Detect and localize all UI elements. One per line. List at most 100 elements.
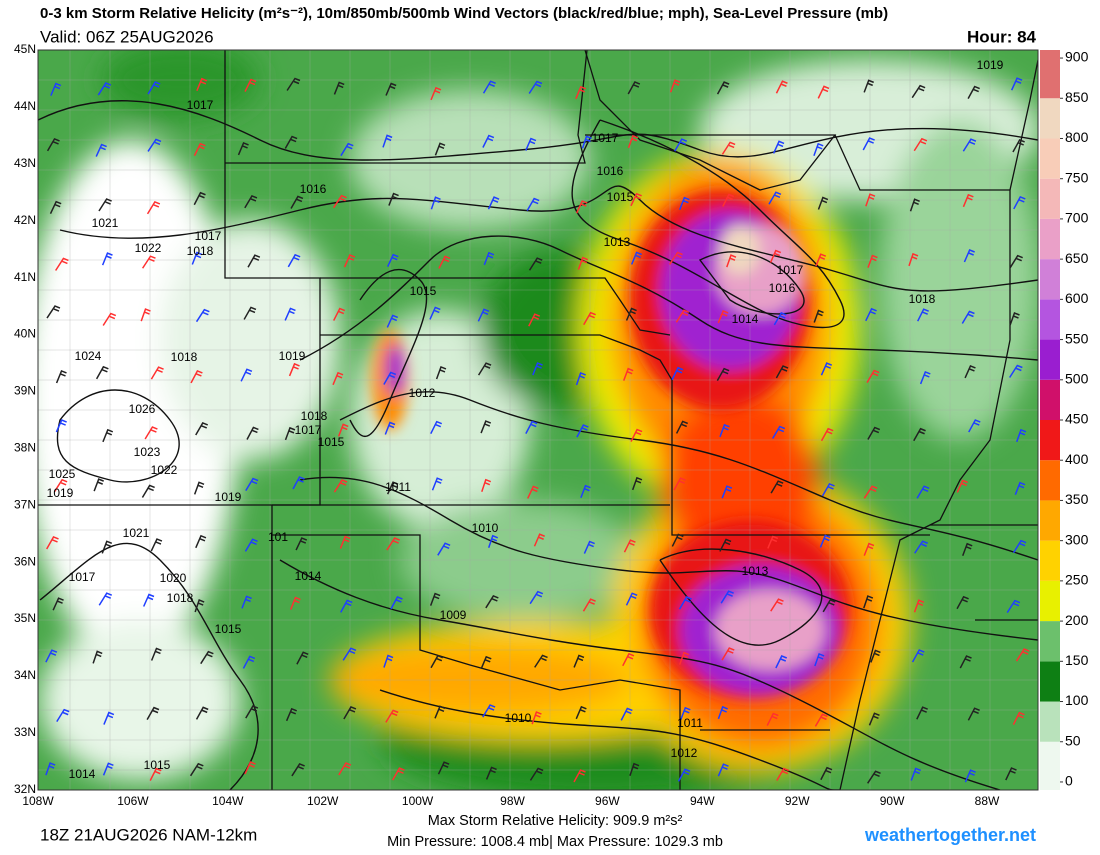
- wind-barb: [482, 704, 496, 718]
- wind-barb: [429, 592, 441, 606]
- wind-barb: [242, 655, 256, 669]
- isobar-label: 1017: [295, 423, 322, 437]
- wind-barb: [863, 542, 875, 556]
- wind-barb: [95, 365, 109, 380]
- isobar-label: 1015: [410, 284, 437, 298]
- wind-barb: [532, 362, 543, 376]
- wind-barb: [237, 141, 249, 156]
- wind-barb: [674, 138, 688, 152]
- isobar-label: 1017: [195, 229, 222, 243]
- wind-barb: [721, 141, 736, 155]
- colorbar-band: [1040, 138, 1060, 179]
- colorbar-band: [1040, 98, 1060, 139]
- wind-barb: [338, 762, 352, 776]
- wind-barb: [438, 255, 451, 269]
- isobar-label: 1014: [295, 569, 322, 583]
- wind-barb: [575, 705, 587, 720]
- colorbar: 0 50 100 150 200 250 300 350 400 450 500 550 600 650 7…: [1040, 49, 1089, 790]
- wind-barb: [814, 713, 828, 727]
- colorbar-band: [1040, 259, 1060, 300]
- wind-barb: [531, 711, 542, 725]
- wind-barb: [820, 427, 834, 442]
- wind-barb: [141, 255, 156, 269]
- wind-barb: [477, 362, 492, 376]
- wind-barb: [101, 252, 113, 266]
- wind-barb: [868, 712, 880, 726]
- latitude-label: 36N: [14, 554, 36, 568]
- wind-barb: [673, 477, 686, 491]
- isobar-label: 1013: [604, 235, 631, 249]
- wind-barb: [285, 707, 297, 722]
- colorbar-band: [1040, 339, 1060, 380]
- wind-barb: [1016, 428, 1027, 443]
- wind-barb: [678, 596, 692, 610]
- wind-barb: [625, 307, 637, 321]
- wind-barb: [245, 705, 259, 719]
- longitude-label: 98W: [500, 794, 525, 808]
- wind-barb: [343, 706, 357, 720]
- wind-barb: [142, 593, 155, 607]
- wind-barb: [194, 599, 205, 613]
- wind-barb: [582, 598, 596, 612]
- wind-barb: [815, 253, 827, 267]
- wind-barb: [678, 651, 690, 665]
- colorbar-tick-label: 100: [1065, 692, 1089, 708]
- wind-barb: [770, 598, 784, 612]
- wind-barb: [721, 485, 733, 499]
- colorbar-tick-label: 300: [1065, 531, 1089, 547]
- wind-barb: [1012, 711, 1025, 725]
- isobar-label: 1018: [187, 244, 214, 258]
- colorbar-band: [1040, 299, 1060, 340]
- wind-barb: [430, 654, 444, 669]
- wind-barb: [191, 251, 203, 265]
- wind-barb: [144, 426, 158, 440]
- wind-barb: [525, 420, 538, 434]
- wind-barb: [150, 647, 162, 661]
- latitude-label: 41N: [14, 270, 36, 284]
- wind-barb: [526, 197, 540, 211]
- wind-barb: [332, 371, 344, 386]
- wind-barb: [528, 257, 543, 271]
- colorbar-tick-label: 850: [1065, 89, 1089, 105]
- wind-barb: [382, 134, 393, 148]
- coordinate-labels: 108W 106W 104W 102W 100W 98W 96W 94W 92W 90W 88W 45…: [14, 42, 1000, 808]
- wind-barb: [46, 137, 60, 152]
- wind-barb: [50, 82, 62, 96]
- wind-barb: [913, 137, 928, 152]
- wind-barb: [820, 362, 833, 376]
- wind-barb: [773, 311, 787, 326]
- title: 0-3 km Storm Relative Helicity (m²s⁻²), …: [40, 5, 888, 22]
- wind-barb: [390, 596, 403, 610]
- wind-barb: [909, 198, 920, 212]
- wind-barb: [910, 767, 921, 781]
- wind-barb: [243, 306, 257, 320]
- wind-barb: [149, 767, 162, 781]
- isobar-label: 1019: [977, 58, 1004, 72]
- colorbar-tick-label: 250: [1065, 572, 1089, 588]
- latitude-label: 35N: [14, 611, 36, 625]
- wind-barb: [533, 533, 545, 547]
- wind-barb: [55, 419, 67, 433]
- wind-barb: [1012, 539, 1027, 554]
- wind-barb: [534, 654, 548, 668]
- colorbar-band: [1040, 580, 1060, 622]
- wind-barb: [296, 651, 309, 665]
- wind-barb: [384, 421, 396, 435]
- isobar-label: 101: [268, 530, 288, 544]
- wind-barb: [821, 482, 835, 497]
- wind-barb: [968, 419, 981, 433]
- wind-barb: [56, 708, 70, 723]
- wind-barb: [719, 538, 732, 552]
- wind-barb: [819, 534, 831, 548]
- wind-barb: [333, 81, 345, 95]
- wind-barb: [720, 590, 734, 604]
- wind-barb: [244, 194, 258, 209]
- site-link[interactable]: weathertogether.net: [864, 825, 1036, 845]
- wind-barb: [956, 595, 969, 610]
- wind-barb: [866, 369, 880, 383]
- wind-barb: [284, 307, 296, 321]
- wind-barb: [776, 767, 790, 781]
- wind-barb: [284, 426, 296, 441]
- colorbar-tick-label: 550: [1065, 330, 1089, 346]
- valid-time: Valid: 06Z 25AUG2026: [40, 27, 214, 46]
